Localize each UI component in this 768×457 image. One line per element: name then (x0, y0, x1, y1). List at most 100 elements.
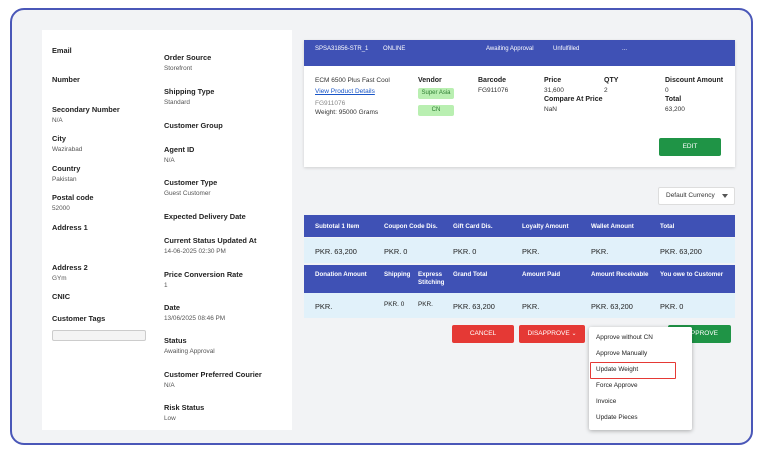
number-field: Number (52, 75, 80, 84)
subtotal-header: Subtotal 1 Item (315, 223, 360, 230)
product-name: ECM 6500 Plus Fast Cool (315, 77, 390, 84)
cancel-button[interactable]: CANCEL (452, 325, 514, 343)
vendor-tag-cn: CN (418, 105, 454, 116)
shipping-header: Shipping (384, 271, 411, 278)
compare-price-value: NaN (544, 106, 558, 113)
date-value: 13/06/2025 08:46 PM (164, 315, 226, 322)
date-label: Date (164, 303, 181, 312)
gift-card-discount-header: Gift Card Dis. (453, 223, 493, 230)
expected-delivery-field: Expected Delivery Date (164, 212, 246, 221)
donation-amount-value: PKR. (315, 302, 333, 311)
country-label: Country (52, 164, 81, 173)
grand-total-value: PKR. 63,200 (453, 302, 495, 311)
express-stitching-header: Express Stitching (418, 271, 445, 287)
customer-tags-input[interactable] (52, 330, 146, 341)
app-frame: Email Number Secondary Number N/A City W… (10, 8, 753, 445)
customer-info-panel: Email Number Secondary Number N/A City W… (42, 30, 154, 430)
product-sku: FG911076 (315, 100, 346, 107)
price-value: 31,600 (544, 87, 564, 94)
agent-id-value: N/A (164, 157, 175, 164)
line-total-label: Total (665, 96, 682, 103)
amount-paid-value: PKR. (522, 302, 540, 311)
courier-field: Customer Preferred Courier N/A (164, 370, 262, 389)
order-info-panel: Order Source Storefront Shipping Type St… (154, 30, 292, 430)
line-total-value: 63,200 (665, 106, 685, 113)
status-updated-label: Current Status Updated At (164, 236, 257, 245)
order-source-field: Order Source Storefront (164, 53, 211, 72)
conversion-rate-label: Price Conversion Rate (164, 270, 243, 279)
menu-item-force-approve[interactable]: Force Approve (596, 382, 638, 389)
currency-select[interactable]: Default Currency (658, 187, 735, 205)
wallet-amount-header: Wallet Amount (591, 223, 634, 230)
order-channel: ONLINE (383, 46, 406, 52)
loyalty-amount-header: Loyalty Amount (522, 223, 569, 230)
coupon-discount-value: PKR. 0 (384, 247, 408, 256)
customer-type-field: Customer Type Guest Customer (164, 178, 217, 197)
order-id: SPSA31856-STR_1 (315, 46, 369, 52)
loyalty-amount-value: PKR. (522, 247, 540, 256)
disapprove-button[interactable]: DISAPPROVE ⌄ (519, 325, 585, 343)
secondary-number-value: N/A (52, 117, 63, 124)
address2-value: GYm (52, 275, 67, 282)
vendor-tag-super-asia: Super Asia (418, 88, 454, 99)
customer-group-label: Customer Group (164, 121, 223, 130)
city-field: City Wazirabad (52, 134, 82, 153)
customer-group-field: Customer Group (164, 121, 223, 130)
address1-label: Address 1 (52, 223, 88, 232)
shipping-type-value: Standard (164, 99, 190, 106)
update-weight-highlight (590, 362, 676, 379)
risk-value: Low (164, 415, 176, 422)
product-weight: Weight: 95000 Grams (315, 109, 379, 116)
chevron-down-icon (722, 194, 728, 198)
coupon-discount-header: Coupon Code Dis. (384, 223, 438, 230)
address1-field: Address 1 (52, 223, 88, 232)
edit-button[interactable]: EDIT (659, 138, 721, 156)
status-label: Status (164, 336, 187, 345)
postal-code-label: Postal code (52, 193, 94, 202)
gift-card-discount-value: PKR. 0 (453, 247, 477, 256)
amount-receivable-value: PKR. 63,200 (591, 302, 633, 311)
menu-item-update-weight[interactable]: Update Weight (596, 366, 639, 373)
courier-value: N/A (164, 382, 175, 389)
wallet-amount-value: PKR. (591, 247, 609, 256)
subtotal-value: PKR. 63,200 (315, 247, 357, 256)
country-value: Pakistan (52, 176, 77, 183)
barcode-value: FG911076 (478, 87, 509, 94)
discount-label: Discount Amount (665, 77, 724, 84)
conversion-rate-value: 1 (164, 282, 168, 289)
amount-paid-header: Amount Paid (522, 271, 561, 278)
currency-select-value: Default Currency (666, 192, 715, 199)
donation-amount-header: Donation Amount (315, 271, 367, 278)
customer-tags-field: Customer Tags (52, 314, 105, 323)
secondary-number-label: Secondary Number (52, 105, 120, 114)
totals-value-row-1: PKR. 63,200 PKR. 0 PKR. 0 PKR. PKR. PKR.… (304, 238, 735, 263)
menu-item-approve-without-cn[interactable]: Approve without CN (596, 334, 653, 341)
vendor-label: Vendor (418, 77, 442, 84)
menu-item-update-pieces[interactable]: Update Pieces (596, 414, 638, 421)
risk-field: Risk Status Low (164, 403, 204, 422)
cnic-field: CNIC (52, 292, 70, 301)
menu-item-invoice[interactable]: Invoice (596, 398, 617, 405)
customer-type-value: Guest Customer (164, 190, 211, 197)
number-label: Number (52, 75, 80, 84)
expected-delivery-label: Expected Delivery Date (164, 212, 246, 221)
barcode-label: Barcode (478, 77, 507, 84)
postal-code-field: Postal code 52000 (52, 193, 93, 212)
owe-to-customer-header: You owe to Customer (660, 271, 724, 278)
view-product-link[interactable]: View Product Details (315, 88, 375, 95)
grand-total-header: Grand Total (453, 271, 488, 278)
email-label: Email (52, 46, 72, 55)
agent-id-field: Agent ID N/A (164, 145, 194, 164)
customer-tags-label: Customer Tags (52, 314, 106, 323)
order-fulfillment-status: Unfulfilled (553, 46, 580, 52)
chevron-down-icon: ⌄ (571, 331, 577, 337)
menu-item-approve-manually[interactable]: Approve Manually (596, 350, 648, 357)
cnic-label: CNIC (52, 292, 71, 301)
status-updated-field: Current Status Updated At 14-06-2025 02:… (164, 236, 257, 255)
price-label: Price (544, 77, 562, 84)
order-approval-status: Awaiting Approval (486, 46, 534, 52)
owe-to-customer-value: PKR. 0 (660, 302, 684, 311)
risk-label: Risk Status (164, 403, 205, 412)
address2-field: Address 2 GYm (52, 263, 88, 282)
status-value: Awaiting Approval (164, 348, 215, 355)
